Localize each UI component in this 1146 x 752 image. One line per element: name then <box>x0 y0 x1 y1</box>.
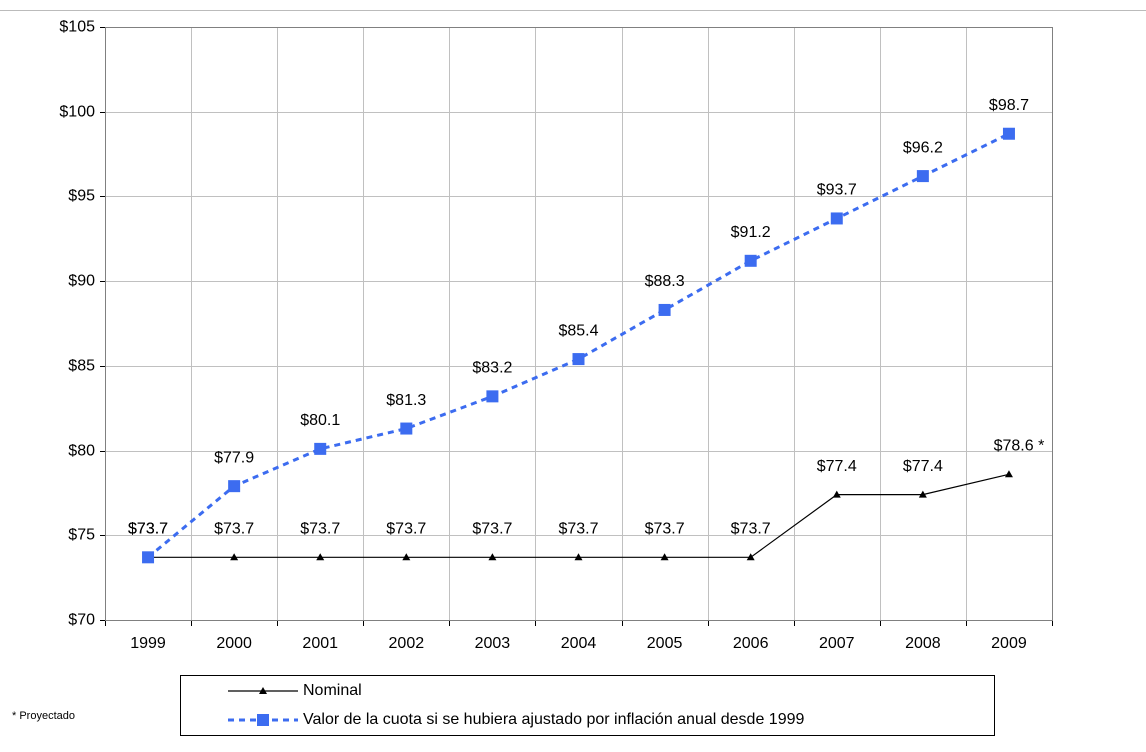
point <box>400 422 413 435</box>
data-label: $93.7 <box>817 182 857 199</box>
legend-label: Valor de la cuota si se hubiera ajustado… <box>303 711 804 728</box>
x-tick-label: 2001 <box>302 635 338 652</box>
x-tick-label: 2000 <box>216 635 252 652</box>
point <box>658 303 671 316</box>
data-label: $88.3 <box>645 273 685 290</box>
x-tick-label: 2005 <box>647 635 683 652</box>
y-tick-label: $80 <box>68 443 95 460</box>
legend-marker <box>257 714 269 726</box>
data-label: $83.2 <box>472 360 512 377</box>
data-label: $85.4 <box>558 322 598 339</box>
y-tick-label: $75 <box>68 527 95 544</box>
legend-label: Nominal <box>303 682 362 699</box>
data-label: $73.7 <box>386 521 426 538</box>
point <box>916 170 929 183</box>
x-tick-label: 2006 <box>733 635 769 652</box>
point <box>660 553 669 561</box>
data-label: $96.2 <box>903 139 943 156</box>
y-tick-label: $70 <box>68 612 95 629</box>
point <box>316 553 325 561</box>
data-label: $73.7 <box>128 521 168 538</box>
point <box>1004 470 1013 478</box>
plot-area <box>105 27 1053 621</box>
data-label: $73.7 <box>731 521 771 538</box>
point <box>832 490 841 498</box>
footnote: * Proyectado <box>12 710 75 722</box>
point <box>314 442 327 455</box>
data-label: $73.7 <box>558 521 598 538</box>
data-label: $98.7 <box>989 97 1029 114</box>
point <box>228 480 241 493</box>
data-label: $78.6 * <box>994 438 1045 455</box>
point <box>142 551 155 564</box>
data-label: $77.9 <box>214 449 254 466</box>
y-tick-label: $100 <box>59 104 95 121</box>
point <box>574 553 583 561</box>
x-tick-label: 2007 <box>819 635 855 652</box>
series-line <box>147 132 1010 559</box>
x-tick-label: 2008 <box>905 635 941 652</box>
legend-box <box>180 675 995 736</box>
data-label: $73.7 <box>214 521 254 538</box>
data-label: $77.4 <box>817 458 857 475</box>
data-label: $73.7 <box>128 521 168 538</box>
y-tick-label: $105 <box>59 19 95 36</box>
point <box>918 490 927 498</box>
x-tick-label: 1999 <box>130 635 166 652</box>
point <box>1002 127 1015 140</box>
data-label: $81.3 <box>386 392 426 409</box>
data-label: $77.4 <box>903 458 943 475</box>
data-label: $80.1 <box>300 412 340 429</box>
point <box>572 353 585 366</box>
x-tick-label: 2009 <box>991 635 1027 652</box>
y-tick-label: $90 <box>68 273 95 290</box>
point <box>830 212 843 225</box>
point <box>402 553 411 561</box>
point <box>746 553 755 561</box>
point <box>230 553 239 561</box>
legend-marker <box>259 687 267 694</box>
data-label: $73.7 <box>472 521 512 538</box>
point <box>486 390 499 403</box>
y-tick-label: $95 <box>68 188 95 205</box>
data-label: $91.2 <box>731 224 771 241</box>
data-label: $73.7 <box>300 521 340 538</box>
point <box>488 553 497 561</box>
y-tick-label: $85 <box>68 358 95 375</box>
x-tick-label: 2002 <box>389 635 425 652</box>
x-tick-label: 2004 <box>561 635 597 652</box>
data-label: $73.7 <box>645 521 685 538</box>
x-tick-label: 2003 <box>475 635 511 652</box>
point <box>744 254 757 267</box>
